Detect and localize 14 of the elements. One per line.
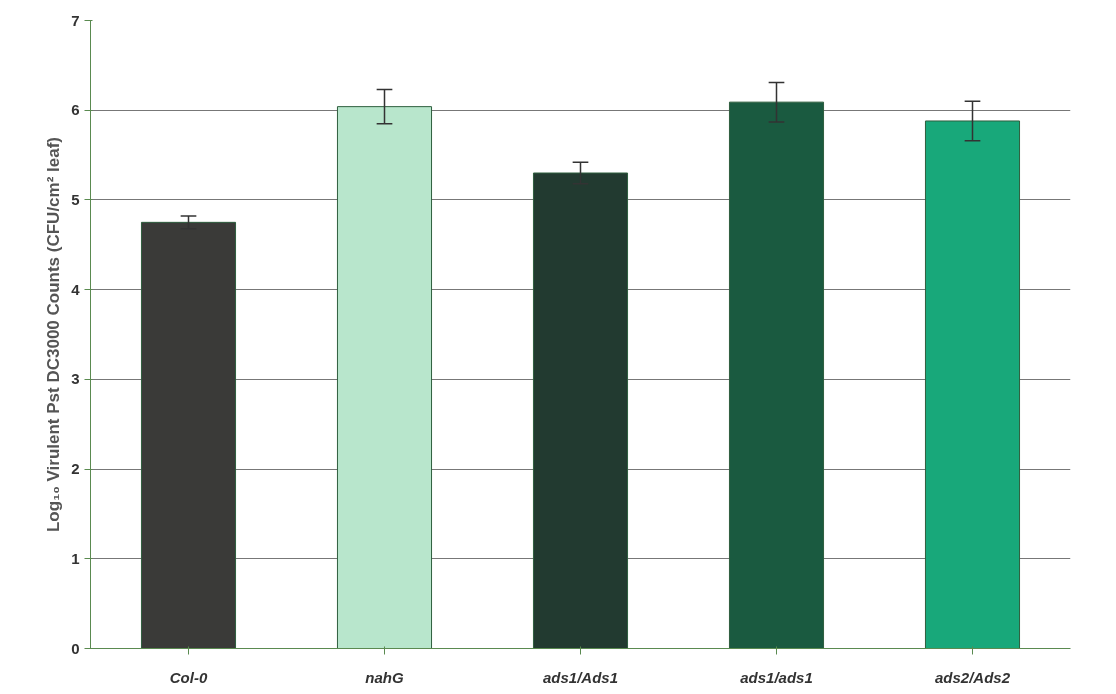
y-tick-label: 0 (71, 639, 80, 657)
x-tick-label: ads2/Ads2 (934, 668, 1011, 686)
x-tick-label: ads1/ads1 (740, 668, 813, 686)
y-tick-label: 6 (71, 101, 80, 119)
y-tick-label: 1 (71, 549, 80, 567)
y-tick-label: 5 (71, 190, 80, 208)
y-tick-label: 7 (71, 11, 80, 29)
x-tick-label: Col-0 (169, 668, 208, 686)
x-tick-label: ads1/Ads1 (542, 668, 619, 686)
y-tick-label: 2 (71, 460, 80, 478)
y-tick-label: 4 (71, 280, 81, 298)
y-axis-title: Log₁₀ Virulent Pst DC3000 Counts (CFU/cm² leaf) (44, 136, 64, 533)
x-tick-label: nahG (365, 668, 404, 686)
y-tick-label: 3 (71, 370, 80, 388)
